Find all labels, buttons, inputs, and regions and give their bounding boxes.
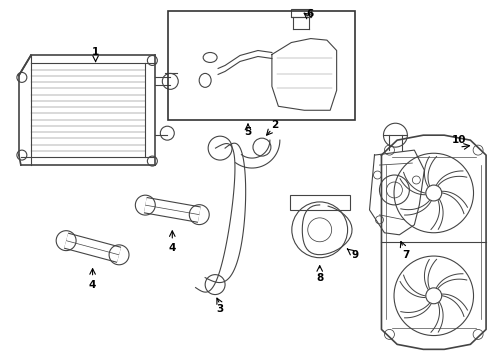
Text: 7: 7 bbox=[403, 250, 410, 260]
Text: 4: 4 bbox=[89, 280, 96, 289]
Text: 1: 1 bbox=[92, 48, 99, 58]
Text: 8: 8 bbox=[316, 273, 323, 283]
Text: 6: 6 bbox=[306, 9, 314, 19]
Bar bbox=[168, 11, 355, 120]
Text: 2: 2 bbox=[271, 120, 278, 130]
Bar bbox=[290, 195, 349, 210]
Text: 3: 3 bbox=[217, 305, 224, 315]
Text: 9: 9 bbox=[351, 250, 358, 260]
Text: 4: 4 bbox=[169, 243, 176, 253]
Text: 10: 10 bbox=[452, 135, 466, 145]
Bar bbox=[291, 9, 311, 17]
Text: 5: 5 bbox=[245, 127, 251, 137]
